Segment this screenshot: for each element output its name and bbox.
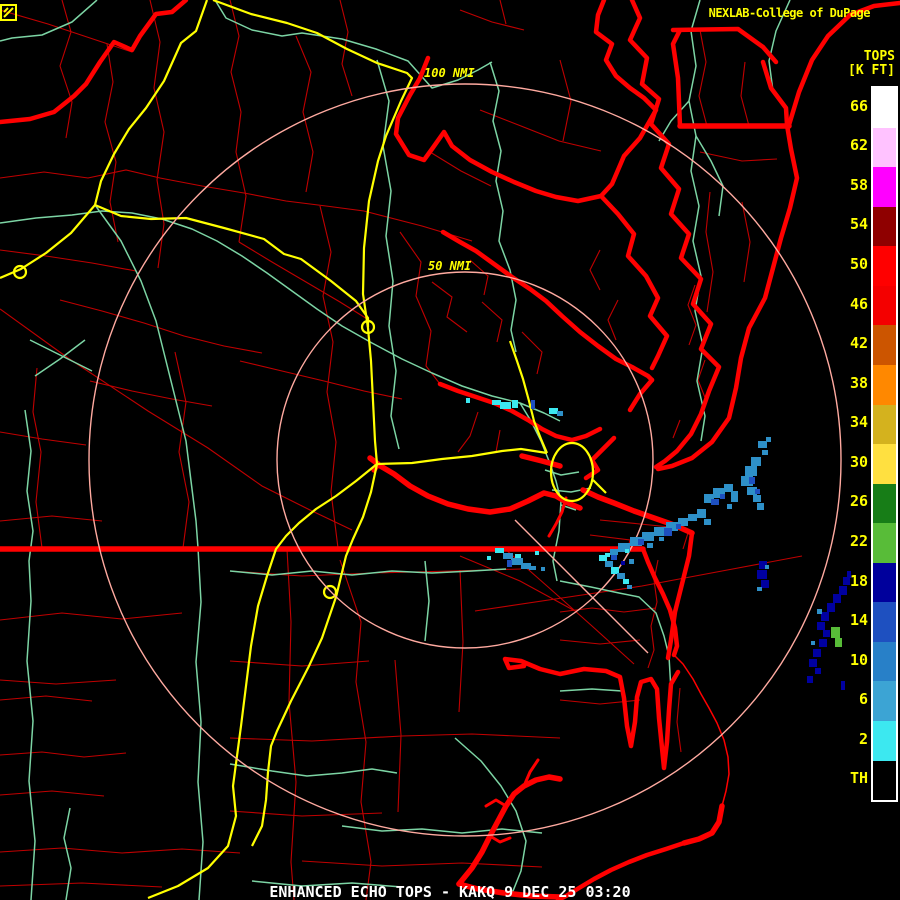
- legend-tick-label: 14: [849, 611, 868, 630]
- range-ring-label-100nmi: 100 NMI: [424, 66, 475, 80]
- legend-tick-label: 34: [849, 413, 868, 432]
- legend-cell: [873, 167, 896, 207]
- legend-cell: [873, 681, 896, 721]
- legend-tick-label: 50: [849, 255, 868, 274]
- legend-tick-label: 54: [849, 215, 868, 234]
- legend-colorbar: [871, 86, 898, 802]
- legend-tick-label: 66: [849, 96, 868, 115]
- range-ring-label-50nmi: 50 NMI: [428, 259, 472, 273]
- legend-cell: [873, 325, 896, 365]
- legend-cell: [873, 246, 896, 286]
- legend-units-text: [K FT]: [848, 63, 895, 78]
- legend-cell: [873, 404, 896, 445]
- legend-tick-label: 30: [849, 452, 868, 471]
- legend-cell: [873, 206, 896, 247]
- legend-cell: [873, 285, 896, 326]
- legend-tick-label: 6: [858, 690, 868, 709]
- range-rings: [88, 83, 842, 837]
- legend-tick-label: 22: [849, 531, 868, 550]
- legend-cell: [873, 602, 896, 642]
- legend-cell: [873, 364, 896, 405]
- legend-cell: [873, 444, 896, 484]
- legend-tick-label: 38: [849, 373, 868, 392]
- legend-cell: [873, 88, 896, 128]
- legend-cell: [873, 641, 896, 682]
- legend-cell: [873, 562, 896, 603]
- legend-tick-label: 58: [849, 175, 868, 194]
- brand-text: NEXLAB-College of DuPage: [708, 6, 871, 20]
- legend-cell: [873, 721, 896, 761]
- status-bar: ENHANCED ECHO TOPS - KAKQ 9 DEC 25 03:20: [269, 883, 631, 900]
- legend-tick-label: 62: [849, 136, 868, 155]
- legend-cell: [873, 523, 896, 563]
- legend-cell: [873, 483, 896, 524]
- radar-echoes: [466, 398, 851, 690]
- county-lines: [0, 0, 803, 900]
- legend-tick-label: 18: [849, 571, 868, 590]
- cod-logo-icon: [0, 4, 17, 21]
- legend-tick-label: TH: [849, 769, 868, 788]
- highways-yellow: [0, 0, 607, 900]
- legend-cell: [873, 760, 896, 801]
- legend-title: TOPS [K FT]: [848, 50, 895, 78]
- legend-tick-labels: 66 62 58 54 50 46 42 38 34 30 26 22 18 14 10 6 2 TH: [826, 86, 868, 798]
- legend-tick-label: 2: [858, 729, 868, 748]
- legend-tick-label: 42: [849, 334, 868, 353]
- legend-cell: [873, 127, 896, 168]
- legend-tick-label: 46: [849, 294, 868, 313]
- legend-tick-label: 10: [849, 650, 868, 669]
- legend-tick-label: 26: [849, 492, 868, 511]
- legend-title-text: TOPS: [863, 49, 895, 64]
